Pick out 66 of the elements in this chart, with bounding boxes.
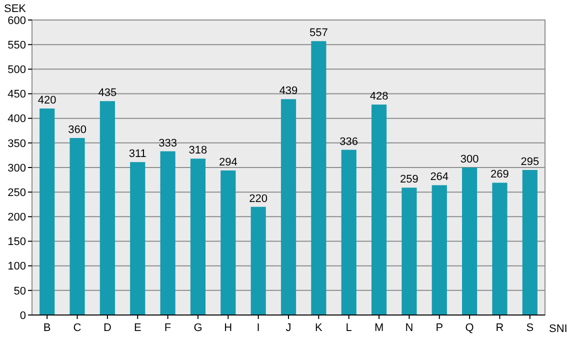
bar — [341, 150, 356, 315]
data-label: 318 — [188, 144, 208, 157]
x-tick-label: L — [346, 322, 352, 334]
x-tick-label: S — [526, 322, 534, 334]
y-tick-label: 350 — [8, 138, 26, 150]
data-label: 439 — [279, 85, 298, 98]
bar — [402, 188, 417, 315]
bar — [492, 182, 508, 315]
data-label: 420 — [38, 94, 56, 106]
data-label: 333 — [158, 137, 177, 150]
x-tick-label: H — [224, 322, 232, 334]
bar — [522, 170, 538, 315]
x-tick-label: J — [286, 322, 292, 334]
x-tick-label: E — [134, 322, 142, 334]
data-label: 360 — [68, 124, 86, 136]
bar — [371, 104, 387, 315]
y-tick-label: 50 — [14, 285, 26, 298]
y-tick-label: 150 — [8, 236, 26, 248]
x-tick-label: P — [436, 322, 444, 334]
bar — [70, 138, 85, 315]
y-tick-label: 250 — [8, 186, 26, 199]
data-label: 336 — [340, 136, 358, 148]
y-tick-label: 400 — [8, 113, 26, 126]
data-label: 264 — [430, 171, 449, 184]
bar — [432, 185, 447, 315]
y-tick-label: 550 — [8, 39, 26, 52]
x-tick-label: I — [256, 322, 260, 334]
data-label: 269 — [490, 168, 509, 181]
data-label: 259 — [400, 174, 418, 186]
bar — [220, 170, 236, 315]
data-label: 428 — [370, 90, 388, 103]
x-tick-label: M — [374, 322, 384, 334]
x-tick-label: B — [43, 322, 51, 334]
y-tick-label: 500 — [8, 64, 26, 76]
y-tick-label: 0 — [20, 310, 26, 322]
y-tick-label: 600 — [8, 14, 26, 27]
data-label: 311 — [128, 148, 146, 160]
y-tick-label: 100 — [8, 260, 26, 273]
y-tick-label: 200 — [8, 212, 26, 224]
bar — [190, 158, 206, 315]
y-tick-label: 450 — [8, 88, 26, 101]
x-tick-label: D — [103, 322, 112, 334]
x-tick-label: R — [496, 322, 504, 334]
x-tick-label: C — [73, 322, 82, 334]
bar — [250, 206, 266, 315]
x-tick-label: K — [315, 322, 324, 334]
bar — [100, 101, 115, 315]
data-label: 220 — [249, 192, 268, 205]
data-label: 300 — [460, 154, 479, 166]
bar — [160, 151, 176, 315]
bar — [462, 168, 478, 315]
x-tick-label: G — [194, 322, 202, 334]
bar — [311, 41, 326, 315]
data-label: 295 — [520, 156, 540, 168]
y-axis-title: SEK — [4, 3, 27, 15]
x-tick-label: F — [164, 322, 172, 334]
data-label: 557 — [309, 27, 328, 40]
bar — [130, 162, 146, 315]
x-tick-label: Q — [465, 322, 474, 334]
x-axis-title: SNI — [549, 323, 567, 335]
bar — [40, 108, 55, 315]
y-tick-label: 300 — [8, 162, 26, 174]
data-label: 294 — [218, 156, 238, 168]
x-tick-label: N — [405, 322, 414, 334]
data-label: 435 — [98, 87, 117, 100]
bar — [280, 99, 296, 315]
